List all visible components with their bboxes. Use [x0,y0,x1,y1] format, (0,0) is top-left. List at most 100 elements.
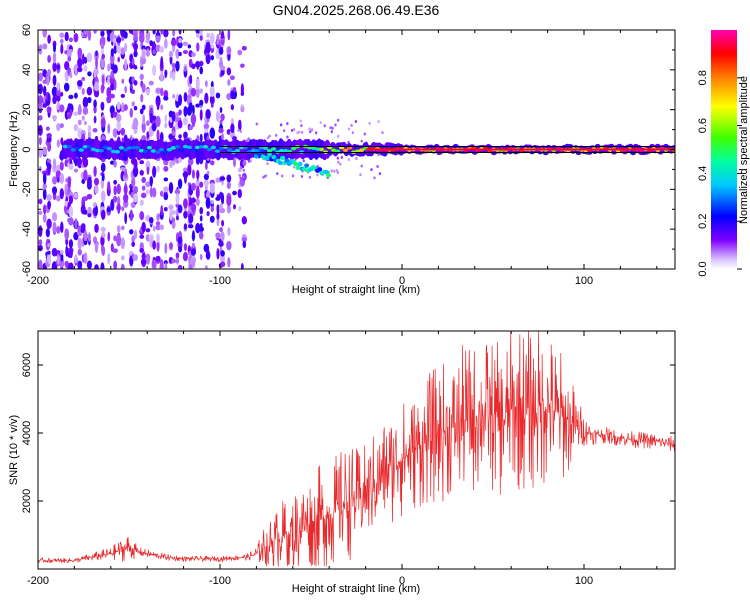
spectrogram-cell [113,185,117,196]
spectrogram-cell [94,241,99,253]
spectrogram-cell [210,160,215,166]
spectrogram-cell [87,213,92,218]
spectrogram-cell [145,188,151,195]
spectrogram-cell [113,235,117,242]
spectrogram-cell [218,47,224,55]
spectrogram-cell [290,128,294,132]
spectrogram-cell [182,49,189,55]
spectrogram-cell [203,123,210,129]
spectrogram-cell [347,158,351,162]
spectrogram-cell [67,177,72,189]
spectrogram-cell [106,95,112,104]
spectrogram-cell [359,173,362,177]
spectrogram-cell [308,127,311,131]
spectrogram-cell [56,225,61,234]
spectrogram-cell [83,240,88,245]
spectrogram-cell [120,255,125,261]
spectrogram-cell [149,237,154,248]
spectrogram-cell [199,215,203,222]
spectrogram-cell [203,173,209,181]
chart-title: GN04.2025.268.06.49.E36 [273,2,440,18]
spectrogram-cell [102,145,108,150]
spectrogram-cell [146,48,150,57]
spectrogram-cell [194,145,201,150]
spectrogram-cell [123,31,128,39]
spectrogram-cell [38,225,43,238]
spectrogram-cell [370,168,373,172]
spectrogram-cell [141,185,146,191]
snr-y-axis-label: SNR (10 * v/v) [8,415,20,485]
spectrogram-cell [264,156,270,161]
spectrogram-cell [77,104,82,116]
spectrogram-cell [47,200,52,209]
spectrogram-cell [304,163,310,168]
spectrogram-cell [148,216,154,224]
y-tick-label: 60 [21,24,33,36]
spectrogram-cell [52,115,58,121]
spectrogram-cell [206,147,213,152]
spectrogram-cell [241,216,247,225]
spectrogram-cell [175,48,180,59]
spectrogram-cell [205,53,211,65]
spectrogram-cell [107,253,111,265]
spectrogram-cell [133,65,138,70]
spectrogram-cell [145,181,151,188]
spectrogram-cell [83,30,88,36]
spectrogram-cell [159,259,164,269]
spectrogram-cell [335,168,339,172]
y-tick-label: 4000 [21,421,33,445]
spectrogram-cell [100,56,105,69]
spectrogram-cell [202,144,209,149]
spectrogram-cell [209,182,215,194]
spectrogram-cell [220,250,225,257]
spectrogram-cell [308,175,312,179]
spectrogram-cell [134,145,140,150]
spectrogram-cell [163,192,169,201]
spectrogram-cell [146,131,150,138]
spectrogram-cell [68,195,74,205]
spectrogram-cell [309,130,312,134]
spectrogram-cell [98,148,104,153]
spectrogram-cell [226,240,232,251]
spectrogram-cell [47,55,51,63]
spectrogram-cell [209,215,215,223]
spectrogram-y-ticks: -60 -40 -20 0 20 40 60 [21,24,675,277]
spectrogram-cell [59,257,65,268]
spectrogram-cell [205,41,211,54]
spectrogram-cell [141,83,146,94]
spectrogram-cell [174,189,181,195]
spectrogram-cell [145,160,151,171]
spectrogram-cell [76,79,83,87]
spectrogram-cell [226,205,231,214]
spectrogram-cell [182,144,189,149]
spectrogram-cell [164,262,168,269]
spectrogram-cell [83,230,88,241]
spectrogram-cell [47,141,52,152]
y-tick-label: 40 [21,64,33,76]
spectrogram-cell [168,50,174,58]
spectrogram-cell [107,75,111,84]
spectrogram-cell [106,146,112,151]
spectrogram-cell [274,133,278,137]
spectrogram-cell [218,241,224,247]
spectrogram-cell [59,104,65,113]
spectrogram-cell [300,124,303,128]
spectrogram-cell [68,248,73,259]
spectrogram-cell [195,30,201,35]
spectrogram-cell [164,122,168,129]
spectrogram-cell [183,105,188,117]
spectrogram-cell [142,149,148,154]
spectrogram-cell [93,105,97,114]
spectrogram-cell [205,251,211,260]
spectrogram-cell [93,115,97,124]
spectrogram-cell [64,228,70,240]
spectrogram-cell [190,87,197,97]
spectrogram-cell [42,146,48,156]
spectrogram-cell [141,176,146,184]
spectrogram-cell [82,209,88,215]
spectrogram-cell [242,175,245,179]
spectrogram-cell [286,135,289,139]
spectrogram-cell [239,130,243,134]
spectrogram-cell [152,49,156,55]
spectrogram-cell [220,231,225,242]
